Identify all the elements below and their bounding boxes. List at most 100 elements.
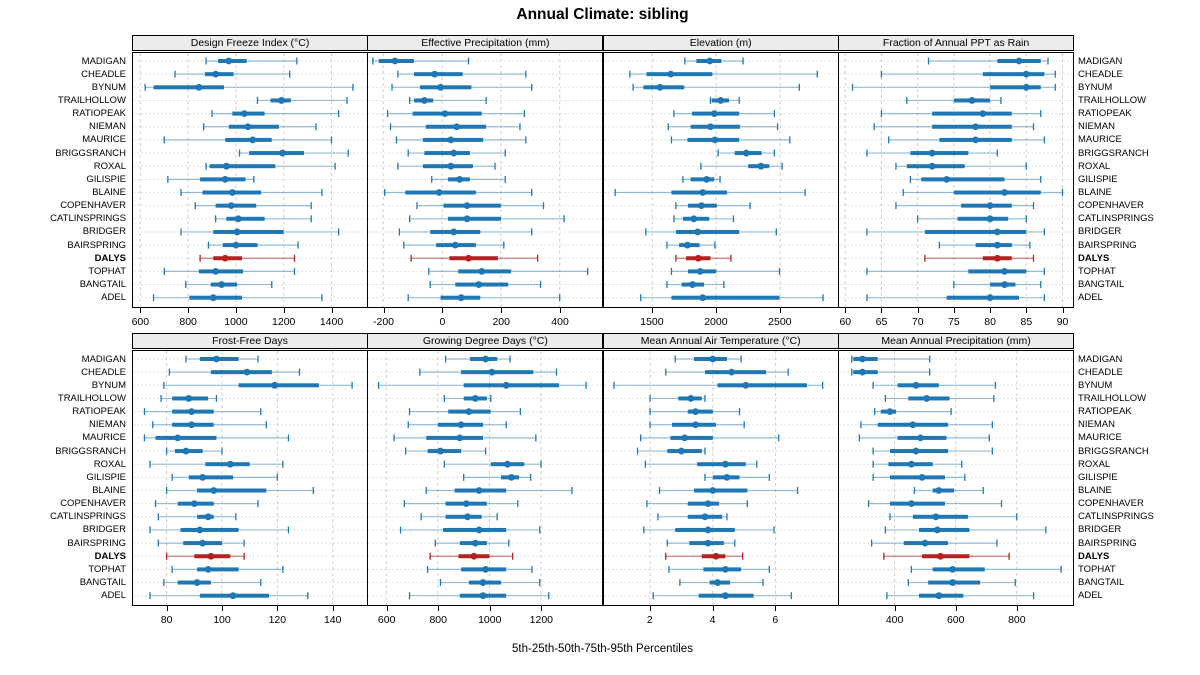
percentile-series [652, 592, 792, 600]
site-label-right: GILISPIE [1078, 471, 1118, 483]
percentile-series [649, 421, 745, 429]
site-label-right: CHEADLE [1078, 68, 1123, 80]
x-tick-label: -200 [373, 316, 395, 328]
percentile-series [165, 447, 223, 455]
percentile-series [157, 513, 237, 521]
percentile-series [917, 215, 1027, 223]
percentile-series [384, 188, 533, 196]
site-label-right: BANGTAIL [1078, 577, 1125, 589]
percentile-series [851, 83, 1056, 91]
percentile-series [649, 408, 740, 416]
x-tick-mark [649, 606, 651, 611]
percentile-series [180, 188, 323, 196]
panel-plot [602, 350, 839, 606]
percentile-series [681, 175, 721, 183]
percentile-series [256, 96, 348, 104]
percentile-series [393, 434, 537, 442]
percentile-series [445, 355, 512, 363]
percentile-series [867, 500, 1003, 508]
x-tick-label: 2000 [704, 316, 728, 328]
x-tick-label: 100 [213, 614, 231, 626]
x-tick-mark [221, 606, 223, 611]
x-tick-mark [1062, 308, 1064, 313]
percentile-series [416, 202, 545, 210]
x-tick-mark [331, 308, 333, 313]
percentile-series [185, 355, 259, 363]
percentile-series [407, 421, 508, 429]
site-label-left: BAIRSPRING [67, 537, 126, 549]
x-tick-label: 60 [839, 316, 852, 328]
x-tick-label: 1000 [224, 316, 248, 328]
percentile-series [636, 447, 706, 455]
x-tick-label: 6 [772, 614, 779, 626]
site-label-left: MADIGAN [81, 55, 126, 67]
percentile-series [645, 500, 748, 508]
percentile-series [665, 241, 716, 249]
percentile-series [913, 486, 984, 494]
x-tick-label: 600 [131, 316, 150, 328]
percentile-series [409, 592, 550, 600]
x-tick-mark [332, 606, 334, 611]
percentile-series [649, 394, 706, 402]
site-label-left: BLAINE [92, 187, 126, 198]
panel-strip-title: Elevation (m) [602, 35, 839, 51]
site-label-left: CATLINSPRINGS [50, 213, 126, 225]
panel-strip-title: Design Freeze Index (°C) [132, 35, 369, 51]
site-label-left: BRIDGER [82, 524, 126, 536]
x-tick-label: 2 [646, 614, 653, 626]
x-tick-mark [953, 308, 955, 313]
percentile-series [425, 486, 573, 494]
percentile-series [673, 215, 734, 223]
percentile-series [909, 175, 1042, 183]
percentile-series [888, 136, 1046, 144]
percentile-series [871, 539, 998, 547]
percentile-series [167, 175, 255, 183]
percentile-series [440, 579, 541, 587]
percentile-series [180, 228, 340, 236]
percentile-series [397, 70, 527, 78]
site-label-right: TOPHAT [1078, 563, 1116, 575]
percentile-series [858, 434, 990, 442]
chart-title: Annual Climate: sibling [516, 6, 689, 23]
site-label-left: BYNUM [91, 379, 126, 391]
percentile-series [667, 565, 770, 573]
x-tick-mark [990, 308, 992, 313]
percentile-series [171, 473, 279, 481]
x-tick-mark [917, 308, 919, 313]
site-label-left: ROXAL [93, 458, 126, 470]
percentile-series [152, 421, 267, 429]
site-label-right: BRIGGSRANCH [1078, 147, 1149, 159]
percentile-series [168, 368, 301, 376]
site-label-right: BANGTAIL [1078, 279, 1125, 291]
percentile-series [907, 579, 1016, 587]
x-tick-mark [775, 606, 777, 611]
percentile-series [613, 381, 823, 389]
percentile-series [428, 267, 589, 275]
percentile-series [872, 460, 963, 468]
x-tick-mark [386, 606, 388, 611]
percentile-series [628, 70, 818, 78]
site-label-left: ADEL [101, 590, 126, 602]
percentile-series [644, 228, 777, 236]
panel-strip-title: Frost-Free Days [132, 333, 369, 349]
percentile-series [883, 552, 1010, 560]
x-tick-label: 600 [377, 614, 396, 626]
panel-strip-title: Effective Precipitation (mm) [367, 35, 604, 51]
panel-plot [132, 52, 369, 308]
percentile-series [667, 123, 778, 131]
percentile-series [378, 381, 588, 389]
panel-strip-title: Mean Annual Air Temperature (°C) [602, 333, 839, 349]
percentile-series [884, 394, 995, 402]
site-label-right: NIEMAN [1078, 121, 1115, 133]
percentile-series [435, 539, 510, 547]
x-tick-label: 1000 [478, 614, 502, 626]
percentile-series [889, 513, 1018, 521]
site-label-right: BLAINE [1078, 187, 1112, 198]
panel-strip-title: Mean Annual Precipitation (mm) [838, 333, 1075, 349]
x-tick-label: 200 [492, 316, 510, 328]
x-tick-mark [383, 308, 385, 313]
percentile-series [409, 408, 522, 416]
percentile-series [704, 473, 770, 481]
site-label-right: DALYS [1078, 252, 1110, 264]
percentile-series [143, 408, 262, 416]
